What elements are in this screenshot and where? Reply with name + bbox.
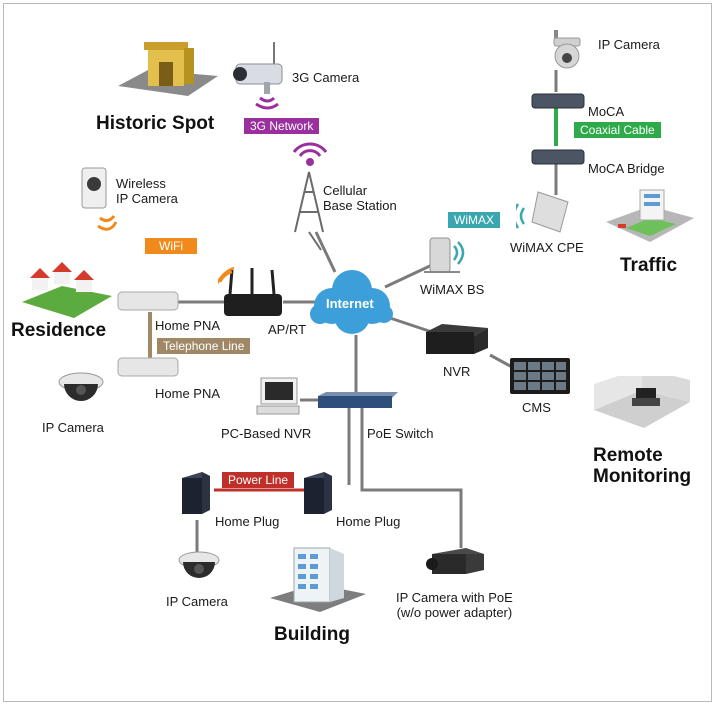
home-plug-right-label: Home Plug [336,514,401,529]
residence-icon [22,262,112,318]
home-pna-bottom-icon [117,357,179,377]
ip-camera-left-label: IP Camera [42,420,104,435]
arch-icon [118,42,218,96]
dome-camera-left-icon [58,372,104,401]
3g-camera-icon [233,42,283,110]
ip-camera-bottom-label: IP Camera [166,594,228,609]
remote-monitoring-title: Remote Monitoring [593,445,692,487]
wireless-ip-camera-icon [81,167,118,231]
nvr-label: NVR [443,364,471,379]
line-internet-nvr [389,316,433,334]
moca-bridge-icon [531,149,585,165]
wimax-tag: WiMAX [448,212,500,228]
wimax-cpe-icon [516,191,569,233]
box-camera-icon [426,548,484,574]
poe-switch-label: PoE Switch [367,426,434,441]
moca-icon [531,93,585,109]
internet-cloud-icon [310,270,393,334]
remote-monitoring-icon [594,376,690,428]
residence-title: Residence [11,320,107,341]
pc-nvr-icon [256,377,300,415]
building-icon [270,547,366,612]
telephone-line-tag: Telephone Line [157,338,251,354]
coaxial-cable-tag: Coaxial Cable [574,122,661,138]
cms-label: CMS [522,400,551,415]
tower-internet-link [314,231,337,273]
dome-camera-bottom-icon [178,551,220,578]
wireless-ip-camera-label: Wireless IP Camera [116,176,178,206]
home-plug-left-label: Home Plug [215,514,280,529]
ptz-camera-icon [553,30,581,69]
historic-spot-title: Historic Spot [96,113,215,134]
power-line-tag: Power Line [222,472,295,488]
diagram-frame [3,3,712,702]
wimax-bs-icon [424,237,465,273]
home-pna-top-icon [117,291,179,311]
cms-monitor-icon [510,358,570,394]
wimax-cpe-label: WiMAX CPE [510,240,584,255]
traffic-icon [606,189,694,242]
wimax-bs-label: WiMAX BS [420,282,485,297]
building-title: Building [274,624,350,645]
wifi-tag: WiFi [145,238,197,254]
moca-label: MoCA [588,104,625,119]
home-plug-right-icon [304,472,332,514]
home-plug-left-icon [182,472,210,514]
3g-camera-label: 3G Camera [292,70,360,85]
tower-frame [294,171,324,233]
nvr-icon [426,324,488,354]
moca-bridge-label: MoCA Bridge [588,161,665,176]
line-internet-wimax-bs [384,263,433,289]
pc-based-nvr-label: PC-Based NVR [221,426,312,441]
internet-label: Internet [326,296,374,311]
ip-camera-top-label: IP Camera [598,37,660,52]
line-nvr-cms [489,353,513,369]
ap-rt-label: AP/RT [268,322,307,337]
line-poe-ipcam [360,408,463,548]
cellular-base-station-label: Cellular Base Station [323,183,397,213]
3g-network-tag: 3G Network [244,118,320,134]
traffic-title: Traffic [620,255,678,276]
ip-camera-poe-label: IP Camera with PoE (w/o power adapter) [396,590,513,620]
home-pna-top-label: Home PNA [155,318,221,333]
router-icon [218,266,282,316]
home-pna-bottom-label: Home PNA [155,386,221,401]
poe-switch-icon [318,392,398,408]
cellular-signal-icon [292,142,328,166]
